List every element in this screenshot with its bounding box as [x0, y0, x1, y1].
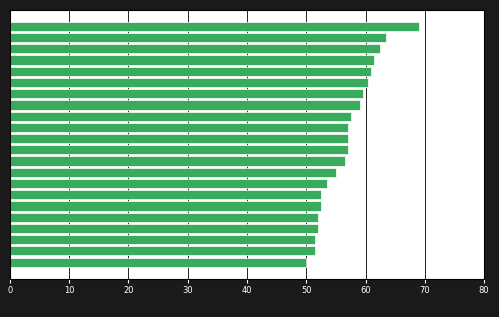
Bar	[10, 22, 419, 31]
Bar	[10, 190, 321, 199]
Bar	[10, 67, 371, 76]
Bar	[10, 246, 315, 256]
Bar	[10, 89, 363, 98]
Bar	[10, 44, 380, 54]
Bar	[10, 179, 327, 188]
Bar	[10, 78, 368, 87]
Bar	[10, 134, 348, 143]
Bar	[10, 213, 318, 222]
Bar	[10, 123, 348, 132]
Bar	[10, 235, 315, 244]
Bar	[10, 224, 318, 233]
Bar	[10, 33, 386, 42]
Bar	[10, 55, 374, 65]
Bar	[10, 100, 360, 110]
Bar	[10, 257, 306, 267]
Bar	[10, 157, 345, 166]
Bar	[10, 145, 348, 154]
Bar	[10, 201, 321, 210]
Bar	[10, 112, 351, 121]
Bar	[10, 168, 336, 177]
